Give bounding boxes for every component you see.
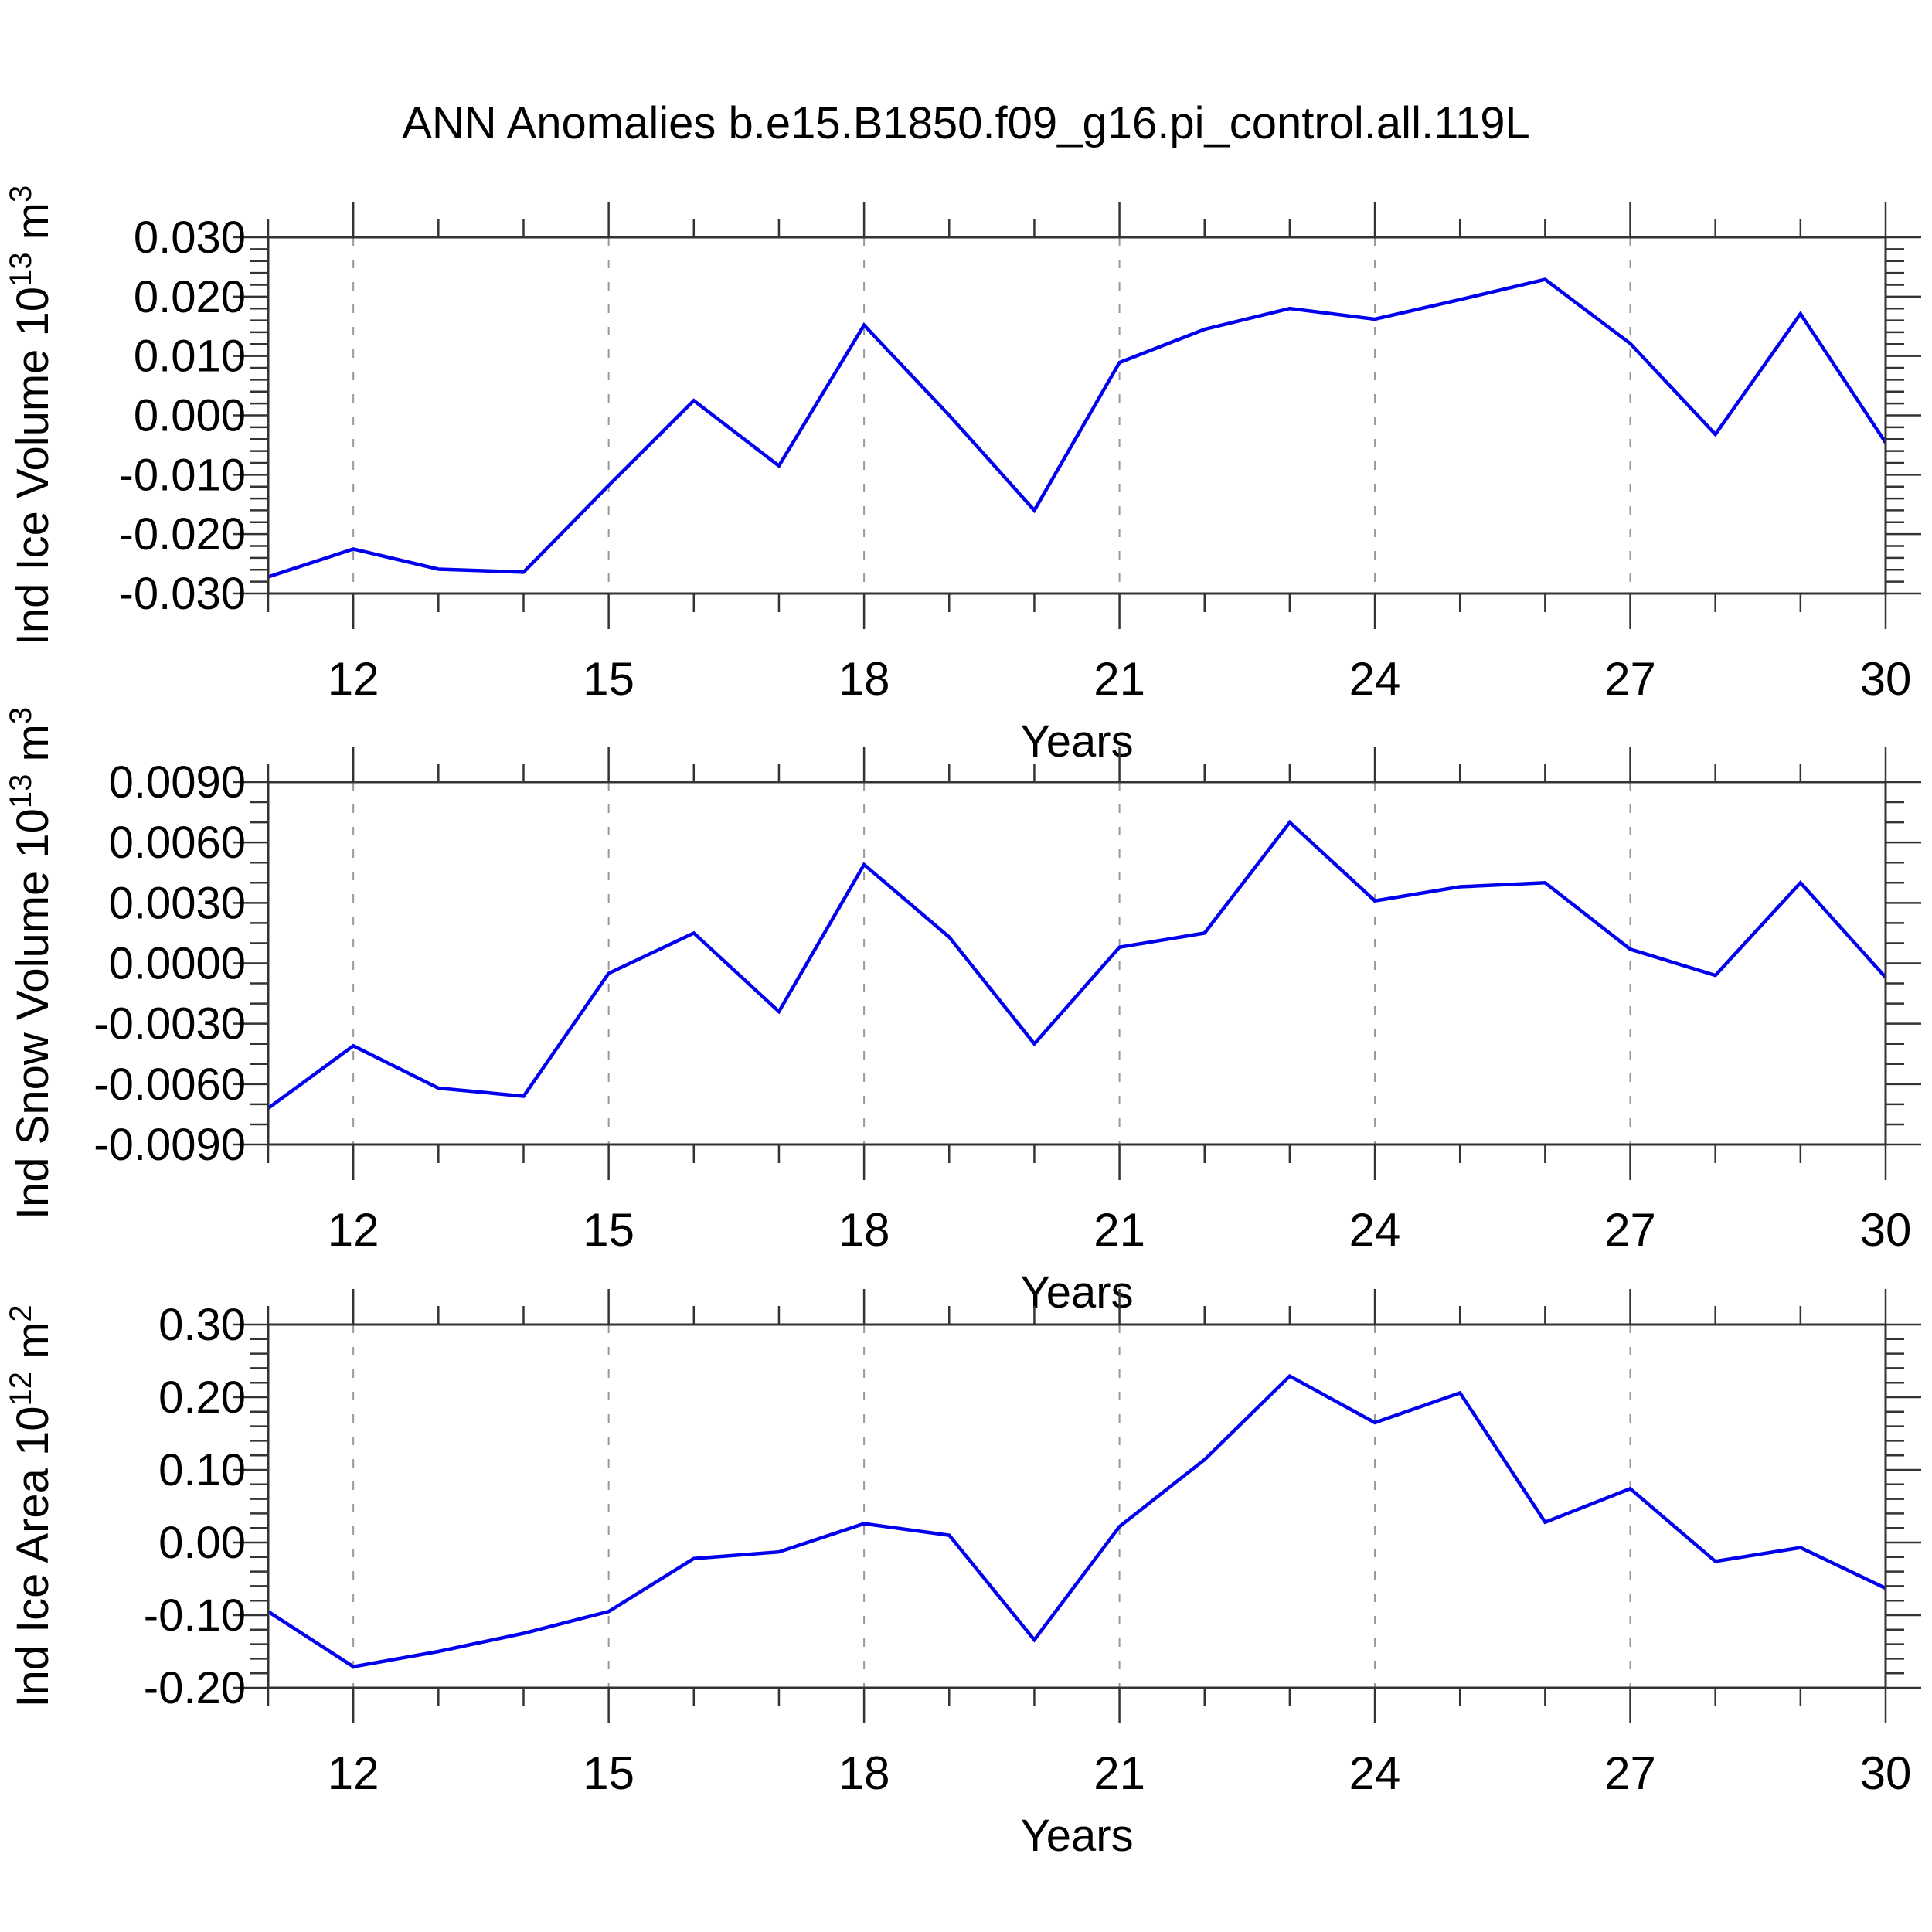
y-tick-label: -0.010 — [119, 450, 246, 500]
y-tick-label: 0.10 — [158, 1445, 246, 1495]
x-tick-label: 18 — [838, 1204, 890, 1256]
chart-panel-2: 0.0090 0.0060 0.0030 0.0000 -0.0030 -0.0060 -0… — [4, 707, 1921, 1318]
x-tick-label: 27 — [1604, 1204, 1656, 1256]
y-tick-label: -0.0060 — [94, 1060, 246, 1110]
y-tick-label: -0.10 — [144, 1590, 246, 1641]
y-tick-label: -0.0030 — [94, 999, 246, 1049]
x-tick-label: 30 — [1860, 653, 1912, 705]
x-tick-label: 12 — [328, 1204, 379, 1256]
chart-panel-3: 0.30 0.20 0.10 0.00 -0.10 -0.20 12 15 18 21 24 27 30… — [4, 1289, 1921, 1861]
x-tick-label: 24 — [1349, 1747, 1401, 1799]
plot-frame — [267, 1323, 1887, 1689]
y-tick-label: -0.0090 — [94, 1120, 246, 1170]
x-tick-label: 27 — [1604, 653, 1656, 705]
y-tick-label: 0.30 — [158, 1300, 246, 1350]
chart-panel-1: 0.030 0.020 0.010 0.000 -0.010 -0.020 -0.030 12… — [4, 185, 1921, 767]
y-tick-label: -0.020 — [119, 509, 246, 560]
x-tick-label: 21 — [1094, 653, 1145, 705]
y-axis-title: Ind Ice Area 1012 m2 — [4, 1304, 58, 1707]
x-tick-label: 30 — [1860, 1204, 1912, 1256]
plot-frame — [267, 781, 1887, 1146]
y-axis-title: Ind Snow Volume 1013 m3 — [4, 707, 58, 1219]
x-tick-label: 15 — [583, 1747, 634, 1799]
x-axis-title: Years — [1020, 1811, 1133, 1861]
y-tick-label: 0.00 — [158, 1518, 246, 1568]
y-tick-label: 0.0090 — [109, 757, 246, 808]
x-tick-label: 18 — [838, 1747, 890, 1799]
x-tick-label: 24 — [1349, 1204, 1401, 1256]
x-tick-label: 15 — [583, 653, 634, 705]
y-tick-label: 0.0060 — [109, 818, 246, 868]
x-tick-label: 21 — [1094, 1747, 1145, 1799]
x-tick-label: 21 — [1094, 1204, 1145, 1256]
y-axis-title: Ind Ice Volume 1013 m3 — [4, 185, 58, 646]
x-tick-label: 27 — [1604, 1747, 1656, 1799]
plot-frame — [267, 236, 1887, 595]
x-tick-label: 15 — [583, 1204, 634, 1256]
figure-title: ANN Anomalies b.e15.B1850.f09_g16.pi_con… — [402, 98, 1530, 148]
y-tick-label: -0.030 — [119, 569, 246, 619]
data-series-line — [267, 277, 1887, 579]
y-tick-label: 0.010 — [134, 332, 246, 382]
y-tick-label: 0.000 — [134, 391, 246, 441]
y-tick-label: 0.0030 — [109, 878, 246, 928]
x-tick-label: 24 — [1349, 653, 1401, 705]
y-tick-label: 0.20 — [158, 1372, 246, 1423]
y-tick-label: 0.0000 — [109, 939, 246, 989]
x-tick-label: 30 — [1860, 1747, 1912, 1799]
y-tick-label: 0.020 — [134, 272, 246, 322]
data-series-line — [267, 819, 1887, 1110]
x-tick-label: 12 — [328, 1747, 379, 1799]
x-axis-title: Years — [1020, 1267, 1133, 1318]
data-series-line — [267, 1373, 1886, 1669]
y-tick-label: 0.030 — [134, 213, 246, 263]
x-axis-title: Years — [1020, 716, 1133, 767]
x-tick-label: 12 — [328, 653, 379, 705]
y-tick-label: -0.20 — [144, 1663, 246, 1713]
x-tick-label: 18 — [838, 653, 890, 705]
